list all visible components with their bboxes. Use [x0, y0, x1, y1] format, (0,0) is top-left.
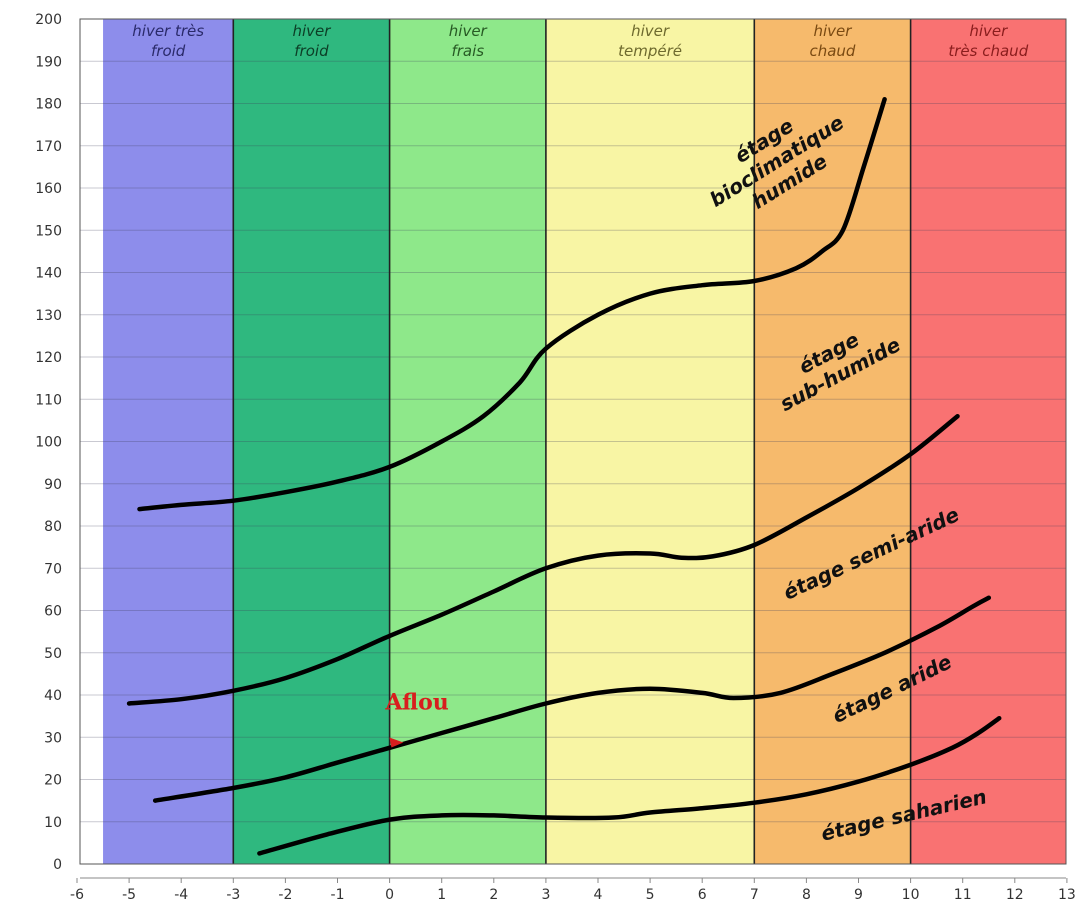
x-tick-label-3: -3 [226, 887, 240, 903]
y-tick-label-12: 120 [35, 350, 62, 366]
x-tick-label-14: 8 [802, 887, 811, 903]
aflou-annotation: Aflou [384, 689, 449, 748]
band-label-2-line2: frais [451, 42, 484, 60]
band-label-3-line1: hiver [631, 22, 670, 40]
y-tick-label-0: 0 [53, 857, 62, 873]
y-tick-label-3: 30 [44, 730, 62, 746]
x-tick-label-1: -5 [122, 887, 136, 903]
y-tick-label-20: 200 [35, 12, 62, 28]
band-label-0-line1: hiver très [132, 22, 204, 40]
aflou-label: Aflou [384, 689, 448, 715]
band-label-3-line2: tempéré [618, 42, 682, 60]
x-tick-label-7: 1 [437, 887, 446, 903]
x-tick-label-15: 9 [854, 887, 863, 903]
y-tick-label-17: 170 [35, 139, 62, 155]
y-tick-label-9: 90 [44, 477, 62, 493]
x-tick-label-4: -2 [278, 887, 292, 903]
y-tick-label-7: 70 [44, 561, 62, 577]
series-line-1 [126, 413, 960, 706]
grid-lines [80, 18, 1066, 865]
y-tick-label-19: 190 [35, 54, 62, 70]
y-tick-label-16: 160 [35, 181, 62, 197]
y-tick-label-13: 130 [35, 308, 62, 324]
band-label-4-line1: hiver [813, 22, 852, 40]
band-label-2-line1: hiver [449, 22, 488, 40]
axes: 0102030405060708090100110120130140150160… [35, 12, 1076, 903]
y-tick-label-18: 180 [35, 97, 62, 113]
y-tick-label-15: 150 [35, 223, 62, 239]
band-label-5-line1: hiver [969, 22, 1008, 40]
band-labels: hiver très froid hiver froid hiver frais hiver… [132, 22, 1028, 60]
y-tick-label-6: 60 [44, 604, 62, 620]
x-tick-label-0: -6 [70, 887, 84, 903]
x-tick-label-2: -4 [174, 887, 188, 903]
x-tick-label-19: 13 [1058, 887, 1076, 903]
y-tick-label-1: 10 [44, 815, 62, 831]
series-line-2 [152, 595, 992, 803]
x-tick-label-16: 10 [902, 887, 920, 903]
x-tick-label-17: 11 [954, 887, 972, 903]
x-tick-label-10: 4 [594, 887, 603, 903]
winter-bands [103, 19, 1066, 864]
y-tick-label-5: 50 [44, 646, 62, 662]
x-tick-label-11: 5 [646, 887, 655, 903]
x-tick-label-5: -1 [331, 887, 345, 903]
y-tick-label-11: 110 [35, 392, 62, 408]
band-dividers [79, 18, 1067, 865]
y-tick-label-4: 40 [44, 688, 62, 704]
aflou-marker [389, 737, 404, 748]
x-tick-label-6: 0 [385, 887, 394, 903]
band-label-0-line2: froid [151, 42, 186, 60]
y-tick-label-14: 140 [35, 266, 62, 282]
band-2 [389, 19, 546, 864]
y-tick-label-2: 20 [44, 773, 62, 789]
series-line-0 [137, 97, 887, 512]
x-tick-label-18: 12 [1006, 887, 1024, 903]
x-tick-label-8: 2 [489, 887, 498, 903]
band-label-4-line2: chaud [809, 42, 855, 60]
band-5 [910, 19, 1066, 864]
series-lines [126, 97, 1002, 856]
series-line-3 [257, 715, 1002, 856]
x-tick-label-12: 6 [698, 887, 707, 903]
x-tick-label-9: 3 [541, 887, 550, 903]
y-tick-label-10: 100 [35, 435, 62, 451]
y-tick-label-8: 80 [44, 519, 62, 535]
band-3 [545, 19, 755, 864]
band-label-5-line2: très chaud [948, 42, 1028, 60]
band-4 [754, 19, 911, 864]
band-0 [103, 19, 234, 864]
band-label-1-line2: froid [294, 42, 329, 60]
plot-frame [79, 18, 1067, 865]
band-1 [233, 19, 390, 864]
band-label-1-line1: hiver [292, 22, 331, 40]
x-tick-label-13: 7 [750, 887, 759, 903]
